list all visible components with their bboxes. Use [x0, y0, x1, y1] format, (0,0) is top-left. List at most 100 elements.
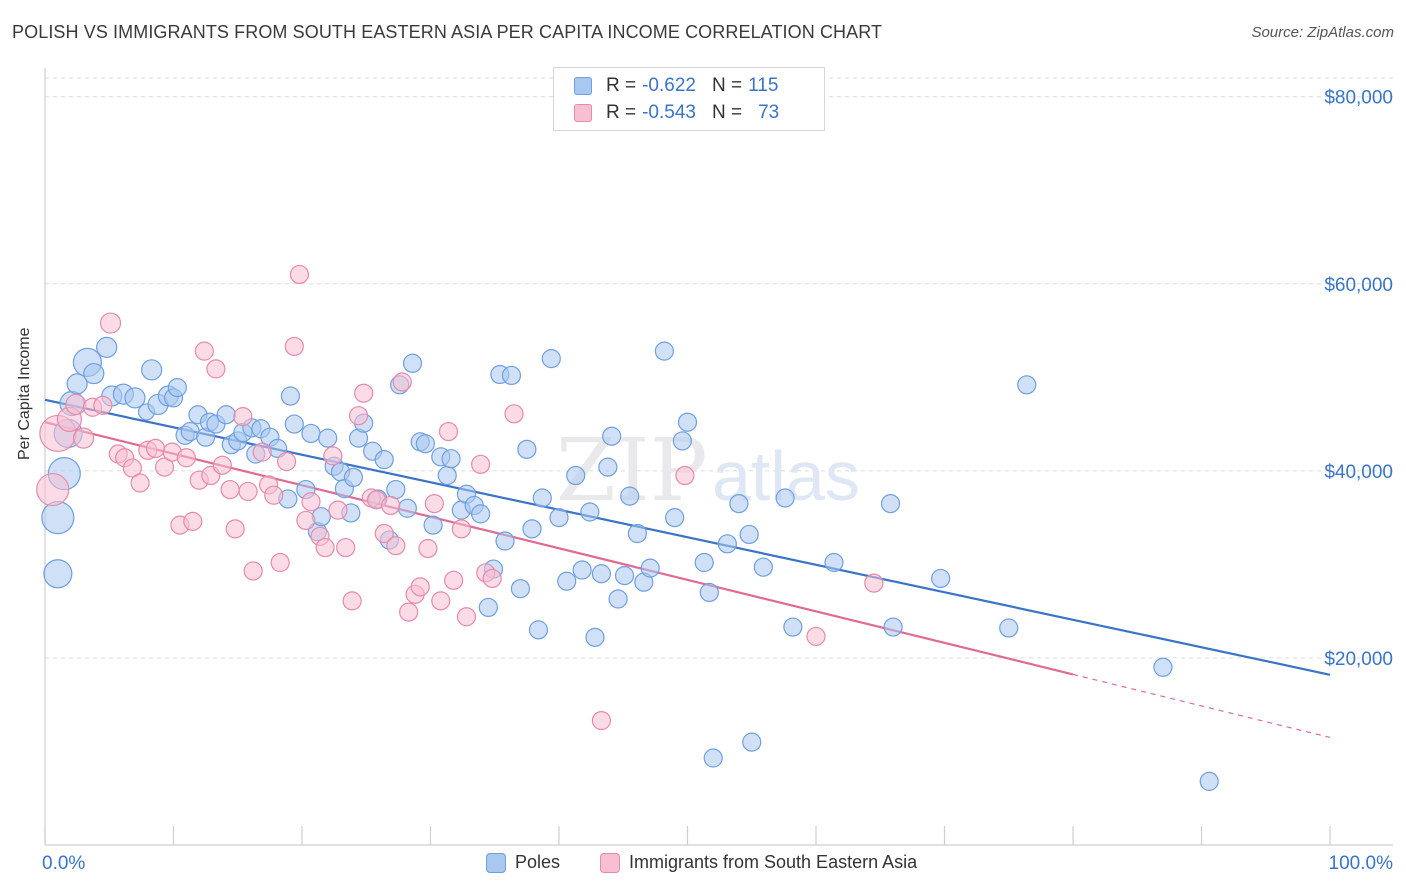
data-point-poles: [532, 488, 552, 508]
data-point-poles: [729, 493, 749, 514]
x-tick-labels: 0.0% 100.0%: [42, 853, 1393, 874]
data-point-asia: [386, 536, 406, 556]
data-point-poles: [703, 748, 723, 768]
data-point-asia: [36, 472, 70, 507]
source-label: Source: ZipAtlas.com: [1251, 24, 1394, 41]
data-point-asia: [238, 481, 258, 502]
data-point-asia: [348, 406, 369, 426]
legend-row-asia: R = -0.543 N = 73: [574, 101, 785, 125]
data-point-poles: [880, 493, 901, 514]
data-point-asia: [99, 312, 122, 334]
data-point-asia: [72, 427, 95, 449]
y-axis-label: Per Capita Income: [16, 327, 33, 460]
data-point-poles: [374, 450, 394, 470]
data-point-poles: [775, 488, 795, 508]
data-point-poles: [699, 582, 719, 603]
data-point-asia: [410, 577, 430, 597]
data-point-poles: [423, 515, 443, 535]
legend-r-label: R =: [606, 75, 637, 96]
data-point-asia: [399, 602, 419, 622]
data-point-poles: [677, 412, 698, 432]
y-tick-label: $60,000: [1324, 275, 1393, 296]
data-point-poles: [66, 373, 88, 395]
data-point-asia: [154, 457, 175, 477]
data-point-poles: [783, 617, 803, 637]
legend-row-poles: R = -0.622 N = 115: [574, 74, 784, 98]
y-tick-label: $80,000: [1324, 88, 1393, 109]
data-point-asia: [438, 421, 459, 442]
data-point-asia: [206, 359, 226, 379]
data-point-poles: [742, 732, 762, 752]
data-point-poles: [665, 508, 685, 528]
data-point-asia: [194, 341, 214, 361]
data-point-poles: [824, 552, 844, 573]
data-point-poles: [301, 423, 321, 444]
data-point-asia: [212, 455, 232, 475]
y-tick-labels: $20,000 $40,000 $60,000 $80,000: [1324, 88, 1393, 670]
data-point-asia: [471, 454, 491, 474]
data-point-poles: [397, 498, 417, 518]
data-point-asia: [456, 607, 477, 627]
x-tick-label: 100.0%: [1329, 853, 1394, 874]
data-point-poles: [43, 559, 73, 589]
data-point-poles: [284, 414, 304, 434]
data-point-asia: [374, 523, 394, 544]
data-point-asia: [806, 626, 826, 647]
legend-r-value: -0.622: [642, 75, 696, 96]
data-point-poles: [501, 365, 522, 386]
data-point-asia: [451, 519, 471, 539]
data-point-asia: [591, 710, 612, 731]
data-point-poles: [437, 465, 457, 486]
data-point-poles: [999, 618, 1019, 638]
data-point-asia: [675, 465, 695, 486]
data-point-asia: [504, 404, 524, 424]
legend-item-poles[interactable]: Poles: [486, 852, 560, 873]
data-point-asia: [301, 492, 321, 512]
legend-n-label: N =: [711, 75, 743, 96]
data-point-poles: [402, 353, 423, 373]
legend-n-label: N =: [711, 102, 743, 123]
data-point-poles: [1153, 657, 1173, 677]
chart-title: POLISH VS IMMIGRANTS FROM SOUTH EASTERN …: [12, 22, 883, 42]
data-point-poles: [510, 579, 531, 599]
data-point-poles: [549, 508, 569, 528]
data-point-asia: [252, 442, 272, 462]
axes: [44, 68, 1393, 846]
y-tick-label: $40,000: [1324, 462, 1393, 483]
data-point-poles: [598, 457, 618, 477]
data-point-asia: [225, 519, 245, 539]
legend-n-value: 73: [758, 102, 780, 123]
data-points: [36, 264, 1219, 791]
data-point-poles: [415, 434, 435, 454]
data-point-asia: [233, 407, 253, 427]
data-point-asia: [183, 511, 203, 531]
data-point-poles: [572, 560, 592, 580]
data-point-asia: [444, 570, 464, 590]
data-point-poles: [608, 589, 628, 609]
legend-n-value: 115: [748, 75, 779, 96]
data-point-asia: [220, 479, 240, 500]
data-point-asia: [864, 573, 884, 593]
series-legend: Poles Immigrants from South Eastern Asia: [0, 852, 1406, 878]
data-point-asia: [431, 591, 451, 611]
y-tick-label: $20,000: [1324, 649, 1393, 670]
data-point-asia: [336, 537, 356, 558]
data-point-poles: [141, 359, 163, 381]
data-point-poles: [580, 502, 600, 522]
data-point-poles: [557, 571, 577, 591]
data-point-poles: [672, 431, 692, 451]
data-point-asia: [392, 372, 412, 392]
legend-r-value: -0.543: [642, 102, 696, 123]
data-point-poles: [441, 449, 461, 469]
data-point-poles: [627, 523, 647, 544]
data-point-poles: [591, 564, 612, 584]
data-point-asia: [65, 393, 87, 416]
data-point-asia: [122, 458, 142, 478]
data-point-asia: [424, 493, 444, 514]
data-point-asia: [296, 510, 316, 531]
legend-item-asia[interactable]: Immigrants from South Eastern Asia: [600, 852, 917, 873]
data-point-poles: [96, 336, 118, 358]
data-point-poles: [517, 439, 537, 459]
data-point-poles: [124, 387, 146, 409]
